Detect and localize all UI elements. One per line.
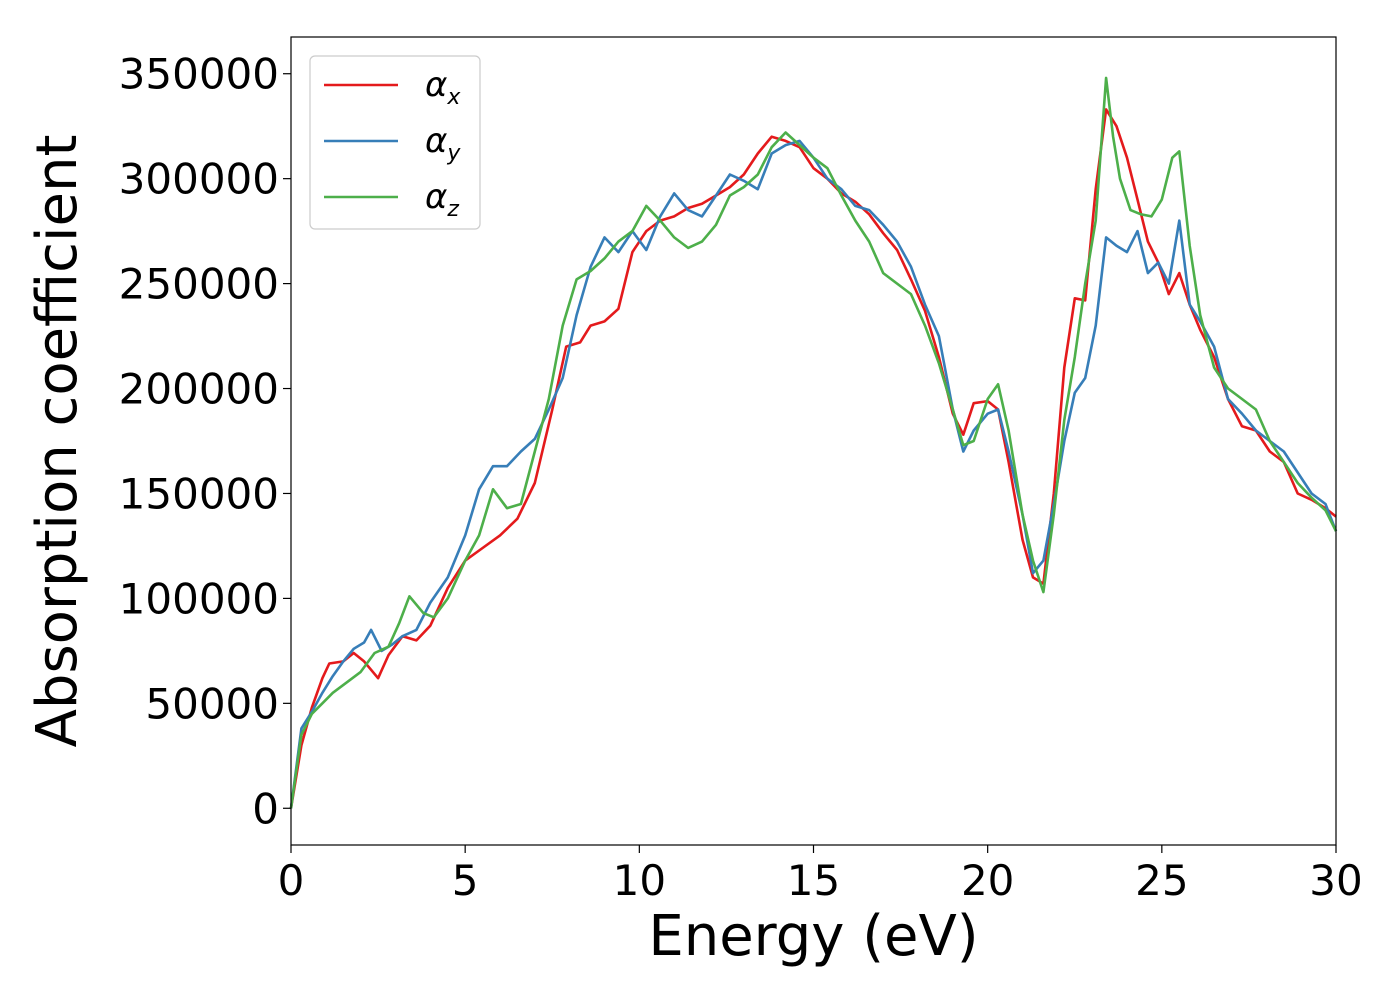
legend-label-z: αz — [425, 177, 459, 222]
y-tick-label: 300000 — [119, 155, 279, 204]
x-tick-label: 25 — [1135, 856, 1188, 905]
legend: αx αy αz — [309, 55, 481, 230]
x-tick-label: 20 — [961, 856, 1014, 905]
y-tick-label: 100000 — [119, 574, 279, 623]
y-tick-label: 150000 — [119, 469, 279, 518]
y-axis-ticks: 0 50000 100000 150000 200000 250000 300000 3500… — [119, 50, 291, 833]
y-tick-label: 0 — [252, 784, 279, 833]
y-tick-label: 250000 — [119, 260, 279, 309]
x-axis-title: Energy (eV) — [648, 904, 978, 969]
legend-label-x: αx — [425, 65, 461, 110]
legend-box — [309, 55, 481, 230]
series-line-y — [289, 139, 1338, 809]
x-tick-label: 10 — [613, 856, 666, 905]
series-line-z — [289, 76, 1338, 809]
legend-label-y: αy — [425, 121, 461, 166]
y-tick-label: 200000 — [119, 365, 279, 414]
plot-lines — [289, 76, 1338, 809]
y-tick-label: 50000 — [145, 679, 279, 728]
x-tick-label: 15 — [787, 856, 840, 905]
x-tick-label: 0 — [278, 856, 305, 905]
x-tick-label: 5 — [452, 856, 479, 905]
y-axis-title: Absorption coefficient — [25, 135, 90, 748]
x-axis-ticks: 0 5 10 15 20 25 30 — [278, 845, 1363, 905]
x-tick-label: 30 — [1309, 856, 1362, 905]
y-tick-label: 350000 — [119, 50, 279, 99]
